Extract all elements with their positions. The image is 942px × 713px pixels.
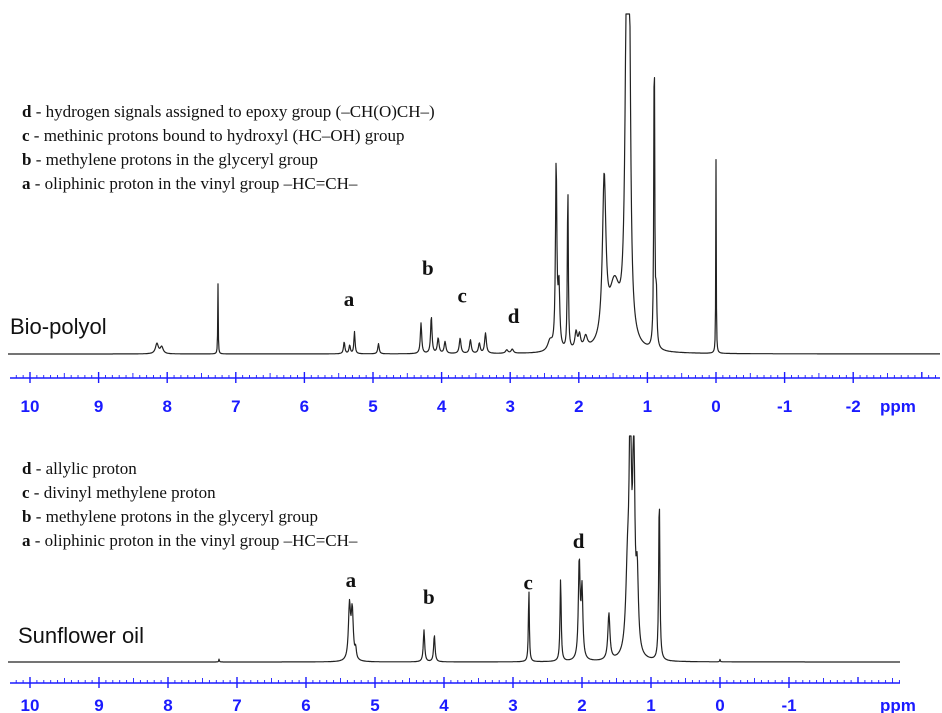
- tick-label: 5: [368, 397, 377, 416]
- spectrum-trace-sunflower-oil: [7, 435, 901, 663]
- peak-label-a: a: [344, 287, 355, 311]
- peak-annotations-sunflower-oil: a b c d: [346, 529, 585, 609]
- peak-label-d: d: [508, 304, 520, 328]
- tick-label: 6: [300, 397, 309, 416]
- tick-label: 2: [577, 696, 586, 713]
- tick-label: 4: [437, 397, 447, 416]
- tick-label: -1: [781, 696, 796, 713]
- legend-item-c: c - divinyl methylene proton: [22, 483, 216, 502]
- tick-label: -1: [777, 397, 792, 416]
- ppm-axis-bio-polyol: 10 9 8 7 6 5 4 3 2 1 0 -1 -2 ppm: [10, 372, 940, 416]
- tick-label: 2: [574, 397, 583, 416]
- panel-bio-polyol: d - hydrogen signals assigned to epoxy g…: [7, 13, 941, 416]
- tick-label: 8: [163, 696, 172, 713]
- tick-label: 6: [301, 696, 310, 713]
- tick-label: 10: [21, 397, 40, 416]
- spectrum-trace-bio-polyol: [7, 13, 941, 355]
- tick-label: -2: [846, 397, 861, 416]
- tick-label: 10: [21, 696, 40, 713]
- axis-unit-label: ppm: [880, 397, 916, 416]
- legend-item-c: c - methinic protons bound to hydroxyl (…: [22, 126, 404, 145]
- axis-unit-label: ppm: [880, 696, 916, 713]
- tick-label: 7: [232, 696, 241, 713]
- tick-label: 3: [508, 696, 517, 713]
- peak-label-c: c: [524, 570, 533, 594]
- peak-label-c: c: [458, 283, 467, 307]
- legend-item-b: b - methylene protons in the glyceryl gr…: [22, 507, 318, 526]
- legend-item-a: a - oliphinic proton in the vinyl group …: [22, 174, 358, 193]
- tick-label: 3: [505, 397, 514, 416]
- tick-label: 4: [439, 696, 449, 713]
- legend-item-d: d - hydrogen signals assigned to epoxy g…: [22, 102, 435, 121]
- legend-item-b: b - methylene protons in the glyceryl gr…: [22, 150, 318, 169]
- peak-label-a: a: [346, 568, 357, 592]
- tick-label: 0: [711, 397, 720, 416]
- tick-label: 5: [370, 696, 379, 713]
- legend-item-d: d - allylic proton: [22, 459, 137, 478]
- peak-label-d: d: [573, 529, 585, 553]
- tick-label: 9: [94, 696, 103, 713]
- sample-label-sunflower-oil: Sunflower oil: [18, 623, 144, 648]
- tick-label: 7: [231, 397, 240, 416]
- peak-annotations-bio-polyol: a bc d: [344, 256, 520, 328]
- tick-label: 9: [94, 397, 103, 416]
- ppm-axis-sunflower-oil: 10 9 8 7 6 5 4 3 2 1 0 -1 ppm: [10, 677, 916, 713]
- tick-label: 8: [162, 397, 171, 416]
- peak-label-b: b: [423, 585, 435, 609]
- tick-label: 1: [646, 696, 655, 713]
- sample-label-bio-polyol: Bio-polyol: [10, 314, 107, 339]
- peak-label-b: b: [422, 256, 434, 280]
- tick-label: 0: [715, 696, 724, 713]
- panel-sunflower-oil: d - allylic proton c - divinyl methylene…: [7, 435, 916, 713]
- legend-item-a: a - oliphinic proton in the vinyl group …: [22, 531, 358, 550]
- tick-label: 1: [643, 397, 652, 416]
